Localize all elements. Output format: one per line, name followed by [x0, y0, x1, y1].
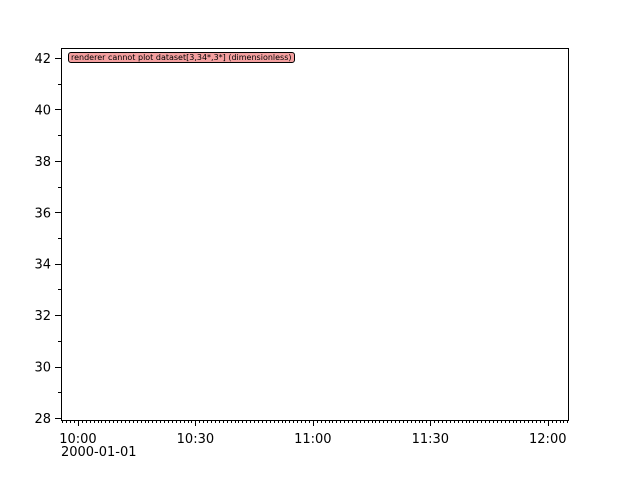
y-tick-label: 34: [34, 258, 51, 273]
plot-frame: [61, 48, 569, 421]
x-tick-label: 10:00: [59, 432, 96, 447]
x-tick-label: 11:30: [412, 432, 449, 447]
y-tick-label: 42: [34, 52, 51, 67]
x-tick-label: 10:30: [177, 432, 214, 447]
x-tick-label: 11:00: [294, 432, 331, 447]
y-tick-label: 30: [34, 361, 51, 376]
error-message-badge: renderer cannot plot dataset[3,34*,3*] (…: [68, 52, 295, 63]
y-tick-label: 28: [34, 412, 51, 427]
y-tick-label: 38: [34, 155, 51, 170]
y-tick-label: 36: [34, 206, 51, 221]
y-tick-label: 40: [34, 103, 51, 118]
x-date-label: 2000-01-01: [61, 445, 137, 460]
y-tick-label: 32: [34, 309, 51, 324]
x-tick-label: 12:00: [529, 432, 566, 447]
